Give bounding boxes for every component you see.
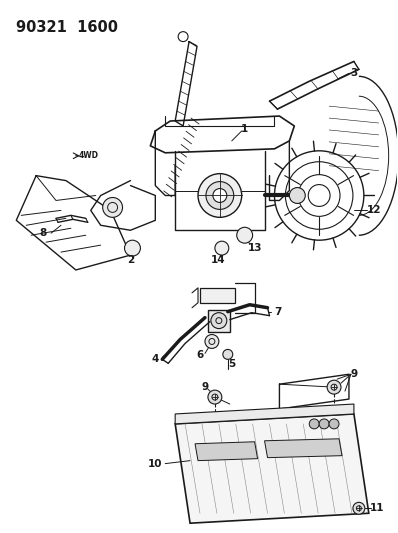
Text: 4WD: 4WD — [79, 151, 99, 160]
Circle shape — [208, 390, 222, 404]
Circle shape — [125, 240, 140, 256]
Polygon shape — [175, 404, 354, 424]
Text: 4: 4 — [152, 354, 159, 365]
Circle shape — [211, 313, 227, 328]
Circle shape — [213, 189, 227, 203]
Circle shape — [327, 380, 341, 394]
Circle shape — [289, 188, 305, 204]
Polygon shape — [265, 439, 342, 458]
Text: 7: 7 — [274, 306, 281, 317]
Bar — [200, 288, 235, 303]
Text: 90321  1600: 90321 1600 — [16, 20, 118, 35]
Polygon shape — [195, 442, 258, 461]
Text: 13: 13 — [248, 243, 262, 253]
Text: 10: 10 — [148, 458, 162, 469]
Circle shape — [206, 182, 234, 209]
Text: 9: 9 — [201, 382, 209, 392]
Circle shape — [205, 335, 219, 349]
Circle shape — [103, 198, 123, 217]
Circle shape — [329, 419, 339, 429]
Circle shape — [309, 419, 319, 429]
Text: 5: 5 — [228, 359, 235, 369]
Text: 9: 9 — [350, 369, 357, 379]
Circle shape — [319, 419, 329, 429]
Polygon shape — [175, 414, 369, 523]
Text: 11: 11 — [369, 503, 384, 513]
Text: 8: 8 — [39, 228, 47, 238]
Circle shape — [223, 350, 233, 359]
Text: 2: 2 — [127, 255, 134, 265]
Circle shape — [353, 502, 365, 514]
Text: 12: 12 — [367, 205, 381, 215]
Text: 14: 14 — [211, 255, 225, 265]
Text: 6: 6 — [196, 350, 204, 360]
Bar — [208, 310, 230, 332]
Circle shape — [215, 241, 229, 255]
Circle shape — [198, 174, 242, 217]
Text: 3: 3 — [350, 68, 357, 78]
Circle shape — [237, 227, 253, 243]
Text: 1: 1 — [241, 124, 248, 134]
